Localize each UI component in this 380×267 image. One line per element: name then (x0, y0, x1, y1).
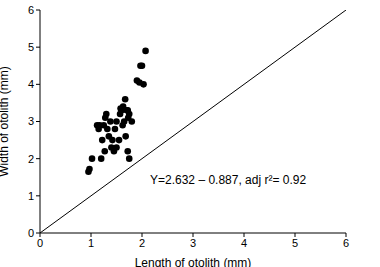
svg-text:1: 1 (28, 190, 34, 202)
svg-text:5: 5 (28, 41, 34, 53)
svg-text:2: 2 (139, 237, 145, 249)
svg-text:3: 3 (28, 115, 34, 127)
svg-text:5: 5 (292, 237, 298, 249)
html-text:Y=2.632 – 0.887, adj r²= 0.92: Y=2.632 – 0.887, adj r²= 0.92 (150, 173, 307, 187)
svg-text:Width of otolith (mm): Width of otolith (mm) (0, 66, 11, 177)
svg-text:4: 4 (241, 237, 247, 249)
svg-text:1: 1 (88, 237, 94, 249)
svg-text:0: 0 (28, 227, 34, 239)
svg-text:0: 0 (37, 237, 43, 249)
svg-text:3: 3 (190, 237, 196, 249)
svg-text:6: 6 (343, 237, 349, 249)
svg-text:Length of otolith (mm): Length of otolith (mm) (135, 256, 252, 267)
svg-text:6: 6 (28, 4, 34, 16)
svg-text:4: 4 (28, 78, 34, 90)
svg-text:2: 2 (28, 153, 34, 165)
